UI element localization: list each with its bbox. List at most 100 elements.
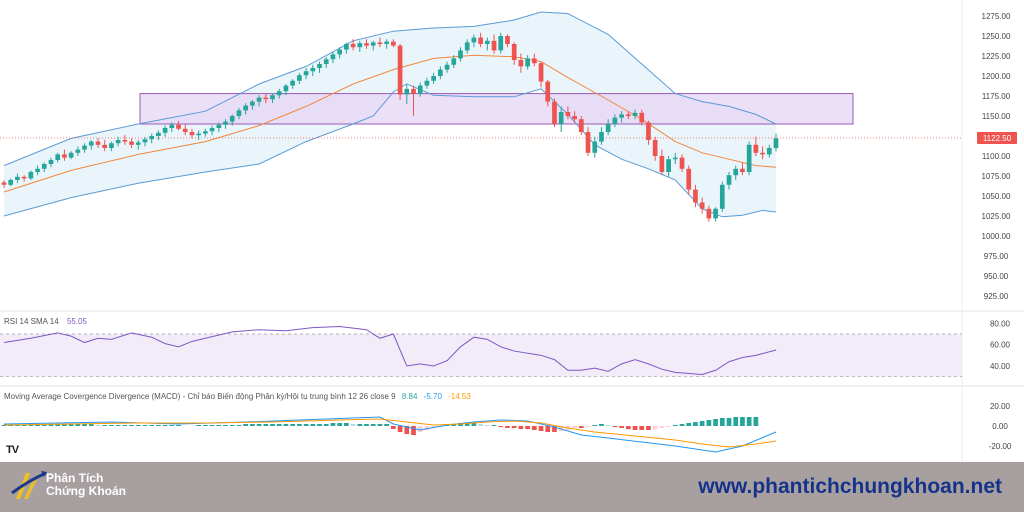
candle-body	[411, 88, 416, 94]
price-tick-label: 1275.00	[982, 12, 1011, 21]
macd-histogram-bar	[686, 423, 692, 426]
rsi-tick-label: 60.00	[990, 341, 1011, 350]
candle-body	[236, 110, 242, 116]
macd-histogram-bar	[484, 425, 490, 426]
candle-body	[525, 58, 530, 67]
bollinger-lower-line	[3, 83, 777, 218]
candle-body	[437, 69, 443, 76]
candle-body	[652, 140, 658, 156]
macd-signal-line	[3, 418, 777, 448]
macd-title: Moving Average Covergence Divergence (MA…	[4, 392, 396, 401]
macd-histogram-bar	[344, 423, 349, 426]
macd-histogram-bar	[666, 426, 671, 427]
candle-body	[444, 64, 450, 70]
macd-histogram-bar	[169, 425, 175, 426]
macd-histogram-bar	[263, 424, 269, 426]
macd-histogram-bar	[75, 424, 81, 426]
rsi-title: RSI 14 SMA 14	[4, 317, 59, 326]
candle-body	[706, 208, 712, 219]
candle-body	[464, 42, 470, 51]
macd-histogram-bar	[162, 425, 168, 426]
candle-body	[377, 42, 383, 44]
candle-body	[478, 37, 483, 44]
macd-histogram-bar	[15, 425, 20, 426]
candle-body	[572, 116, 577, 120]
macd-histogram-bar	[203, 425, 208, 426]
macd-histogram-bar	[552, 426, 557, 432]
bollinger-upper-line	[3, 11, 777, 167]
macd-histogram-bar	[478, 424, 483, 426]
macd-histogram-bar	[377, 424, 383, 426]
macd-histogram-bar	[404, 426, 410, 434]
macd-histogram-bar	[471, 423, 477, 426]
macd-histogram-bar	[505, 426, 510, 428]
candle-body	[458, 50, 463, 59]
candle-body	[471, 37, 477, 43]
candle-body	[364, 43, 369, 46]
macd-histogram-bar	[384, 424, 389, 426]
chart-area[interactable]: 1275.00 1250.00 1225.00 1200.00 1175.00 1150.…	[0, 0, 1024, 462]
candle-body	[632, 112, 638, 116]
price-tick-label: 1025.00	[982, 212, 1011, 221]
price-tick-label: 1225.00	[982, 52, 1011, 61]
macd-histogram-bar	[270, 424, 275, 426]
candle-body	[773, 138, 779, 148]
candle-body	[699, 202, 705, 209]
tradingview-logo[interactable]: TV	[6, 444, 19, 456]
candle-body	[62, 154, 67, 158]
macd-histogram-bar	[491, 425, 497, 426]
macd-label: Moving Average Covergence Divergence (MA…	[4, 392, 471, 401]
candle-body	[35, 168, 40, 172]
price-tick-label: 1000.00	[982, 232, 1011, 241]
candle-body	[424, 80, 430, 86]
candle-body	[498, 36, 504, 51]
macd-histogram-bar	[243, 424, 249, 426]
price-tick-label: 1100.00	[982, 152, 1011, 161]
candle-body	[646, 122, 651, 140]
candle-body	[384, 41, 389, 44]
candle-body	[216, 124, 222, 128]
macd-value-macd: -5.70	[423, 392, 442, 401]
macd-histogram-bar	[625, 426, 631, 429]
candle-body	[766, 148, 772, 155]
candle-body	[176, 124, 181, 129]
candle-body	[102, 144, 108, 148]
candle-body	[317, 64, 322, 68]
candle-body	[310, 68, 316, 72]
macd-histogram-bar	[88, 424, 94, 426]
chart-canvas[interactable]: 1275.00 1250.00 1225.00 1200.00 1175.00 1150.…	[0, 0, 1024, 462]
macd-histogram-bar	[364, 424, 369, 426]
candle-body	[565, 112, 571, 116]
candle-body	[330, 54, 336, 60]
macd-histogram-bar	[498, 426, 504, 427]
rsi-label: RSI 14 SMA 14 55.05	[4, 317, 87, 326]
bollinger-fill	[4, 12, 776, 217]
macd-histogram-bar	[55, 424, 61, 426]
macd-histogram-bar	[719, 418, 725, 426]
website-link[interactable]: www.phantichchungkhoan.net	[698, 475, 1002, 498]
macd-histogram-bar	[28, 425, 34, 426]
candle-body	[753, 144, 759, 153]
candle-body	[28, 172, 34, 179]
macd-histogram-bar	[518, 426, 524, 429]
macd-histogram-bar	[531, 426, 537, 430]
macd-histogram-bar	[317, 424, 322, 426]
macd-histogram-bar	[451, 424, 457, 426]
candle-body	[558, 112, 564, 124]
macd-value-hist: 8.84	[401, 392, 418, 401]
macd-histogram-bar	[290, 424, 296, 426]
macd-tick-label: 0.00	[992, 422, 1008, 431]
macd-tick-label: 20.00	[990, 402, 1011, 411]
candle-body	[256, 97, 262, 102]
candle-body	[686, 168, 692, 190]
candle-body	[733, 168, 739, 176]
candle-body	[625, 114, 631, 116]
macd-histogram-bar	[135, 425, 141, 426]
candle-body	[156, 132, 161, 136]
macd-histogram-bar	[122, 425, 128, 426]
rsi-tick-label: 40.00	[990, 362, 1011, 371]
candle-body	[149, 136, 155, 140]
candle-body	[585, 132, 591, 153]
macd-histogram-bar	[733, 417, 739, 426]
candle-body	[545, 81, 551, 102]
